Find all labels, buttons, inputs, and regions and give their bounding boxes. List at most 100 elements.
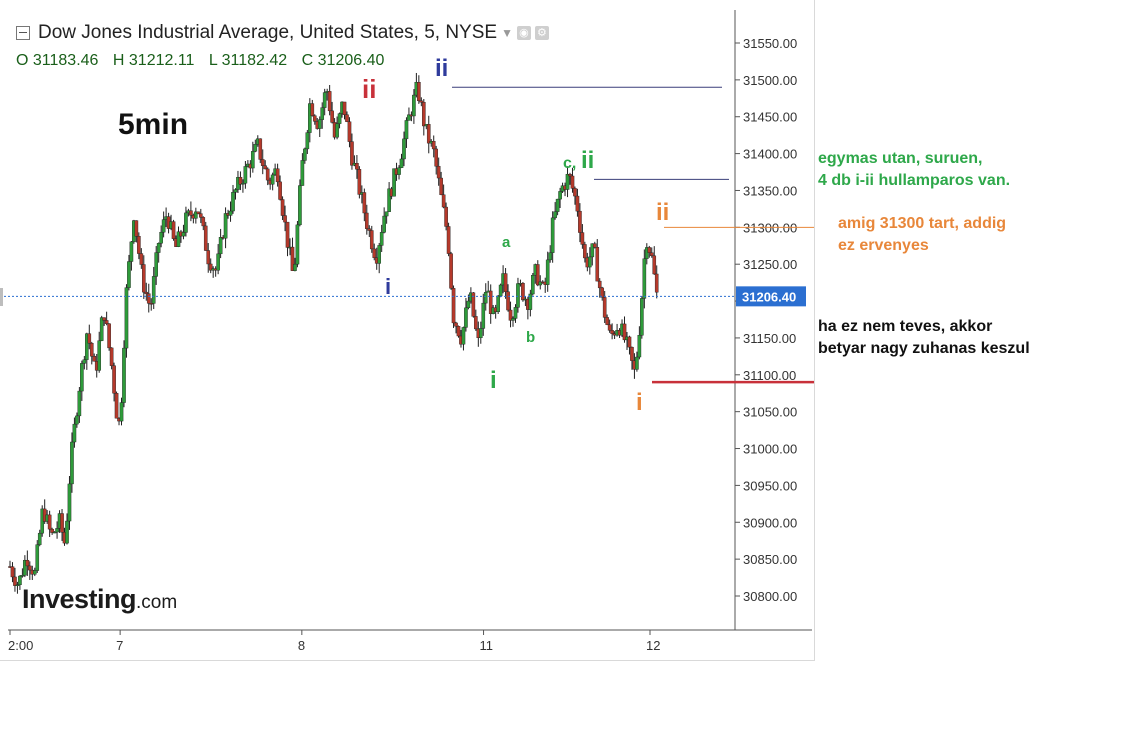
candle-down bbox=[327, 91, 332, 112]
candle-up bbox=[159, 231, 163, 244]
ohlc-readout: O 31183.46 H 31212.11 L 31182.42 C 31206… bbox=[16, 52, 394, 70]
candle-up bbox=[223, 213, 228, 239]
candle-up bbox=[253, 144, 258, 152]
low-value: L 31182.42 bbox=[208, 52, 288, 69]
collapse-icon[interactable] bbox=[16, 26, 30, 40]
candle-down bbox=[310, 103, 315, 116]
candle-up bbox=[558, 191, 562, 200]
candle-up bbox=[194, 211, 198, 219]
candle-down bbox=[446, 226, 451, 254]
wave-label-orange-i: i bbox=[636, 389, 643, 416]
candle-up bbox=[233, 189, 238, 193]
candle-down bbox=[109, 347, 114, 366]
candle-down bbox=[436, 165, 441, 179]
gear-icon[interactable]: ⚙ bbox=[534, 26, 549, 40]
candle-up bbox=[640, 298, 644, 336]
candle-down bbox=[573, 188, 577, 197]
candle-down bbox=[647, 247, 652, 253]
candle-down bbox=[595, 247, 600, 282]
candle-up bbox=[70, 441, 74, 485]
candle-up bbox=[464, 307, 468, 328]
candle-up bbox=[550, 217, 555, 253]
candle-up bbox=[82, 359, 87, 364]
note-orange-line-1: amig 31300 tart, addig bbox=[838, 215, 1007, 232]
candle-down bbox=[417, 81, 421, 102]
candle-up bbox=[80, 363, 84, 392]
candle-down bbox=[201, 217, 206, 227]
candle-down bbox=[278, 181, 282, 200]
candle-up bbox=[337, 113, 342, 124]
candle-up bbox=[481, 302, 486, 329]
candle-up bbox=[99, 317, 104, 341]
candle-down bbox=[280, 199, 285, 216]
candle-down bbox=[196, 211, 201, 214]
candle-up bbox=[251, 151, 255, 169]
candle-up bbox=[97, 340, 102, 371]
last-price-label: 31206.40 bbox=[742, 289, 796, 304]
candle-down bbox=[275, 168, 280, 183]
candle-up bbox=[161, 219, 166, 233]
wave-label-red-ii: ii bbox=[362, 74, 376, 104]
candle-up bbox=[156, 243, 161, 253]
candle-up bbox=[513, 307, 518, 319]
candle-down bbox=[146, 293, 151, 304]
candle-up bbox=[387, 188, 391, 212]
candle-down bbox=[419, 100, 424, 103]
candle-up bbox=[124, 287, 129, 349]
candle-down bbox=[426, 124, 431, 144]
candle-down bbox=[652, 255, 657, 275]
candle-down bbox=[260, 159, 265, 166]
candle-down bbox=[312, 115, 317, 122]
candle-up bbox=[176, 231, 181, 247]
candle-down bbox=[47, 514, 52, 530]
candle-up bbox=[181, 232, 186, 237]
candle-down bbox=[350, 141, 354, 166]
candle-down bbox=[439, 177, 443, 195]
candle-down bbox=[449, 253, 453, 289]
candle-down bbox=[112, 365, 116, 394]
candle-up bbox=[320, 107, 325, 120]
candle-up bbox=[129, 241, 134, 262]
candle-down bbox=[568, 173, 572, 177]
candle-down bbox=[107, 323, 111, 349]
candle-up bbox=[20, 575, 25, 577]
candle-down bbox=[451, 288, 456, 324]
eye-icon[interactable]: ◉ bbox=[516, 26, 531, 40]
candle-down bbox=[578, 210, 582, 233]
candle-up bbox=[399, 158, 404, 168]
y-tick-label: 31450.00 bbox=[743, 110, 797, 125]
candle-up bbox=[565, 173, 570, 190]
candle-down bbox=[454, 322, 458, 327]
x-tick-label: 8 bbox=[298, 638, 305, 653]
wave-label-green-ccomma: c, bbox=[563, 155, 576, 172]
candle-down bbox=[285, 221, 290, 248]
candle-down bbox=[50, 528, 54, 533]
candle-down bbox=[521, 283, 525, 301]
investing-logo: Investing.com bbox=[22, 584, 178, 614]
candle-up bbox=[216, 253, 220, 271]
candle-down bbox=[444, 206, 448, 227]
wave-label-green-i: i bbox=[490, 367, 497, 394]
candle-up bbox=[642, 258, 647, 299]
candle-down bbox=[508, 309, 513, 321]
candle-down bbox=[60, 513, 64, 533]
candle-up bbox=[402, 138, 406, 160]
candle-down bbox=[342, 101, 347, 115]
candle-up bbox=[300, 160, 305, 186]
candle-up bbox=[461, 327, 466, 345]
candle-down bbox=[10, 566, 15, 578]
close-value: C 31206.40 bbox=[301, 52, 385, 69]
candle-down bbox=[142, 264, 146, 293]
chevron-down-icon[interactable]: ▼ bbox=[501, 26, 513, 40]
candle-up bbox=[407, 114, 411, 121]
candle-down bbox=[592, 243, 597, 248]
candle-down bbox=[622, 323, 627, 341]
candle-up bbox=[548, 252, 552, 261]
candle-up bbox=[151, 276, 156, 304]
candle-up bbox=[85, 333, 89, 360]
candle-down bbox=[503, 273, 508, 292]
scroll-handle[interactable] bbox=[0, 288, 3, 306]
candle-up bbox=[18, 575, 22, 586]
candle-up bbox=[478, 328, 483, 339]
y-tick-label: 30950.00 bbox=[743, 478, 797, 493]
